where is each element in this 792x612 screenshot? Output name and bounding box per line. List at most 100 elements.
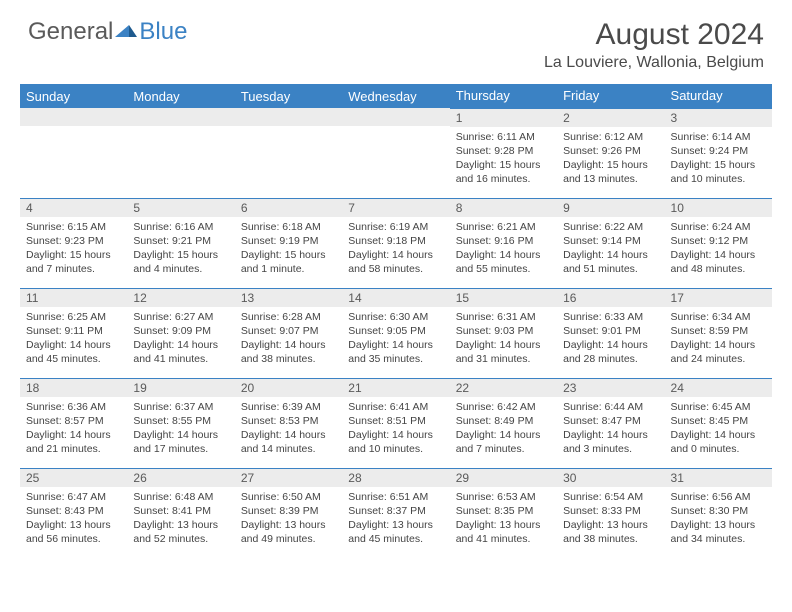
day-details: Sunrise: 6:36 AMSunset: 8:57 PMDaylight:… <box>20 397 127 460</box>
day-details: Sunrise: 6:53 AMSunset: 8:35 PMDaylight:… <box>450 487 557 550</box>
sunset-line: Sunset: 9:09 PM <box>133 324 228 338</box>
calendar-week-row: 11Sunrise: 6:25 AMSunset: 9:11 PMDayligh… <box>20 288 772 378</box>
sunset-line: Sunset: 9:24 PM <box>671 144 766 158</box>
sunset-line: Sunset: 8:35 PM <box>456 504 551 518</box>
day-number: 3 <box>665 109 772 127</box>
sunset-line: Sunset: 8:51 PM <box>348 414 443 428</box>
calendar-day-cell <box>127 108 234 198</box>
sunset-line: Sunset: 9:23 PM <box>26 234 121 248</box>
sunset-line: Sunset: 8:33 PM <box>563 504 658 518</box>
weekday-header: Friday <box>557 84 664 108</box>
day-number: 24 <box>665 379 772 397</box>
sunrise-line: Sunrise: 6:11 AM <box>456 130 551 144</box>
daylight-line: Daylight: 15 hours and 1 minute. <box>241 248 336 276</box>
day-details: Sunrise: 6:15 AMSunset: 9:23 PMDaylight:… <box>20 217 127 280</box>
logo-triangle-icon <box>115 23 137 41</box>
sunset-line: Sunset: 9:12 PM <box>671 234 766 248</box>
day-number: 28 <box>342 469 449 487</box>
day-number: 30 <box>557 469 664 487</box>
daylight-line: Daylight: 14 hours and 24 minutes. <box>671 338 766 366</box>
daylight-line: Daylight: 14 hours and 51 minutes. <box>563 248 658 276</box>
title-block: August 2024 La Louviere, Wallonia, Belgi… <box>544 18 764 72</box>
daylight-line: Daylight: 14 hours and 45 minutes. <box>26 338 121 366</box>
daylight-line: Daylight: 14 hours and 21 minutes. <box>26 428 121 456</box>
daylight-line: Daylight: 14 hours and 35 minutes. <box>348 338 443 366</box>
daylight-line: Daylight: 13 hours and 41 minutes. <box>456 518 551 546</box>
calendar-day-cell: 24Sunrise: 6:45 AMSunset: 8:45 PMDayligh… <box>665 378 772 468</box>
sunrise-line: Sunrise: 6:34 AM <box>671 310 766 324</box>
sunset-line: Sunset: 9:21 PM <box>133 234 228 248</box>
sunset-line: Sunset: 9:03 PM <box>456 324 551 338</box>
daylight-line: Daylight: 14 hours and 0 minutes. <box>671 428 766 456</box>
day-number: 9 <box>557 199 664 217</box>
day-number: 11 <box>20 289 127 307</box>
sunrise-line: Sunrise: 6:56 AM <box>671 490 766 504</box>
day-number: 23 <box>557 379 664 397</box>
weekday-header: Saturday <box>665 84 772 108</box>
daylight-line: Daylight: 15 hours and 13 minutes. <box>563 158 658 186</box>
calendar-day-cell: 16Sunrise: 6:33 AMSunset: 9:01 PMDayligh… <box>557 288 664 378</box>
daylight-line: Daylight: 14 hours and 58 minutes. <box>348 248 443 276</box>
sunrise-line: Sunrise: 6:54 AM <box>563 490 658 504</box>
sunset-line: Sunset: 9:05 PM <box>348 324 443 338</box>
sunset-line: Sunset: 8:53 PM <box>241 414 336 428</box>
calendar-day-cell: 9Sunrise: 6:22 AMSunset: 9:14 PMDaylight… <box>557 198 664 288</box>
sunrise-line: Sunrise: 6:14 AM <box>671 130 766 144</box>
calendar-body: 1Sunrise: 6:11 AMSunset: 9:28 PMDaylight… <box>20 108 772 558</box>
weekday-header-row: Sunday Monday Tuesday Wednesday Thursday… <box>20 84 772 108</box>
day-number: 8 <box>450 199 557 217</box>
daylight-line: Daylight: 15 hours and 10 minutes. <box>671 158 766 186</box>
sunset-line: Sunset: 9:26 PM <box>563 144 658 158</box>
calendar-day-cell: 12Sunrise: 6:27 AMSunset: 9:09 PMDayligh… <box>127 288 234 378</box>
day-details: Sunrise: 6:54 AMSunset: 8:33 PMDaylight:… <box>557 487 664 550</box>
daylight-line: Daylight: 14 hours and 28 minutes. <box>563 338 658 366</box>
weekday-header: Thursday <box>450 84 557 108</box>
sunset-line: Sunset: 9:11 PM <box>26 324 121 338</box>
daylight-line: Daylight: 14 hours and 17 minutes. <box>133 428 228 456</box>
sunrise-line: Sunrise: 6:33 AM <box>563 310 658 324</box>
day-number: 6 <box>235 199 342 217</box>
daylight-line: Daylight: 14 hours and 10 minutes. <box>348 428 443 456</box>
sunset-line: Sunset: 9:14 PM <box>563 234 658 248</box>
sunset-line: Sunset: 8:43 PM <box>26 504 121 518</box>
calendar-day-cell: 27Sunrise: 6:50 AMSunset: 8:39 PMDayligh… <box>235 468 342 558</box>
sunrise-line: Sunrise: 6:18 AM <box>241 220 336 234</box>
daylight-line: Daylight: 15 hours and 16 minutes. <box>456 158 551 186</box>
day-details: Sunrise: 6:41 AMSunset: 8:51 PMDaylight:… <box>342 397 449 460</box>
sunrise-line: Sunrise: 6:19 AM <box>348 220 443 234</box>
day-number: 16 <box>557 289 664 307</box>
empty-day-header <box>235 108 342 126</box>
day-details: Sunrise: 6:12 AMSunset: 9:26 PMDaylight:… <box>557 127 664 190</box>
calendar-week-row: 4Sunrise: 6:15 AMSunset: 9:23 PMDaylight… <box>20 198 772 288</box>
sunset-line: Sunset: 8:49 PM <box>456 414 551 428</box>
sunrise-line: Sunrise: 6:37 AM <box>133 400 228 414</box>
sunrise-line: Sunrise: 6:21 AM <box>456 220 551 234</box>
day-number: 12 <box>127 289 234 307</box>
day-details: Sunrise: 6:39 AMSunset: 8:53 PMDaylight:… <box>235 397 342 460</box>
calendar-day-cell: 4Sunrise: 6:15 AMSunset: 9:23 PMDaylight… <box>20 198 127 288</box>
day-details: Sunrise: 6:28 AMSunset: 9:07 PMDaylight:… <box>235 307 342 370</box>
logo: General Blue <box>28 18 187 46</box>
day-number: 13 <box>235 289 342 307</box>
calendar-week-row: 18Sunrise: 6:36 AMSunset: 8:57 PMDayligh… <box>20 378 772 468</box>
day-number: 2 <box>557 109 664 127</box>
sunset-line: Sunset: 9:28 PM <box>456 144 551 158</box>
daylight-line: Daylight: 14 hours and 41 minutes. <box>133 338 228 366</box>
calendar-day-cell: 26Sunrise: 6:48 AMSunset: 8:41 PMDayligh… <box>127 468 234 558</box>
sunset-line: Sunset: 8:37 PM <box>348 504 443 518</box>
sunrise-line: Sunrise: 6:41 AM <box>348 400 443 414</box>
day-number: 31 <box>665 469 772 487</box>
daylight-line: Daylight: 14 hours and 14 minutes. <box>241 428 336 456</box>
calendar-week-row: 25Sunrise: 6:47 AMSunset: 8:43 PMDayligh… <box>20 468 772 558</box>
logo-part1: General <box>28 18 113 46</box>
sunrise-line: Sunrise: 6:31 AM <box>456 310 551 324</box>
day-number: 15 <box>450 289 557 307</box>
calendar-day-cell: 8Sunrise: 6:21 AMSunset: 9:16 PMDaylight… <box>450 198 557 288</box>
day-details: Sunrise: 6:31 AMSunset: 9:03 PMDaylight:… <box>450 307 557 370</box>
day-details: Sunrise: 6:37 AMSunset: 8:55 PMDaylight:… <box>127 397 234 460</box>
header: General Blue August 2024 La Louviere, Wa… <box>0 0 792 80</box>
calendar-day-cell: 13Sunrise: 6:28 AMSunset: 9:07 PMDayligh… <box>235 288 342 378</box>
sunrise-line: Sunrise: 6:28 AM <box>241 310 336 324</box>
sunset-line: Sunset: 8:45 PM <box>671 414 766 428</box>
day-details: Sunrise: 6:50 AMSunset: 8:39 PMDaylight:… <box>235 487 342 550</box>
